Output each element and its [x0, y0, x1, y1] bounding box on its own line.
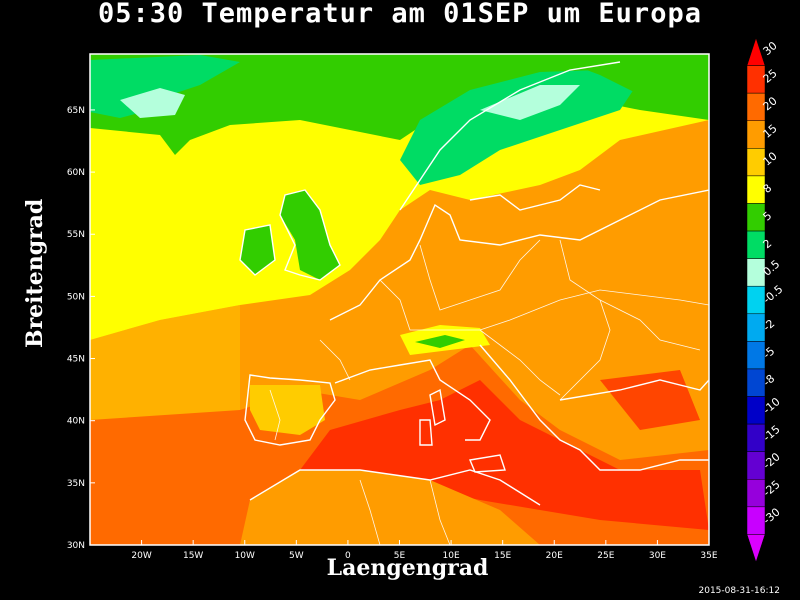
colorbar-segment — [746, 368, 766, 397]
x-tick-label: 35E — [700, 551, 717, 561]
ireland-cool — [240, 225, 275, 275]
map-area — [90, 54, 709, 545]
colorbar-segment — [746, 423, 766, 452]
x-axis-label: Laengengrad — [326, 555, 489, 581]
timestamp: 2015-08-31-16:12 — [698, 586, 781, 596]
hot-spot-east — [600, 370, 700, 430]
x-tick-label: 15W — [183, 551, 203, 561]
colorbar-label: 30 — [761, 39, 780, 58]
colorbar-segment — [746, 230, 766, 259]
colorbar-segment — [746, 534, 766, 563]
axis-ticks: 20W 15W 10W 5W 0 5E 10E 15E 20E 25E 30E 35E 30N 35N 40… — [67, 106, 718, 561]
x-tick-label: 25E — [597, 551, 614, 561]
y-tick-label: 55N — [67, 230, 85, 240]
colorbar-segment — [746, 285, 766, 315]
colorbar-segment — [746, 148, 766, 177]
colorbar-segment — [746, 396, 766, 425]
map-title: 05:30 Temperatur am 01SEP um Europa — [98, 0, 702, 29]
y-tick-label: 50N — [67, 292, 85, 302]
colorbar-segment — [746, 175, 766, 204]
colorbar-segment — [746, 65, 766, 94]
y-tick-label: 40N — [67, 417, 85, 427]
cold-zone-ice — [120, 88, 185, 118]
colorbar-segment — [746, 92, 766, 121]
britain-cool — [280, 190, 340, 280]
alps-green — [415, 335, 465, 348]
colorbar-segment — [746, 37, 766, 66]
x-tick-label: 15E — [494, 551, 511, 561]
iberia-mild — [250, 385, 325, 435]
borders — [269, 239, 709, 545]
scandinavia-cold — [400, 70, 640, 185]
y-tick-label: 60N — [67, 168, 85, 178]
colorbar-segment — [746, 203, 766, 232]
colorbar-segment — [746, 479, 766, 508]
x-tick-label: 20E — [546, 551, 563, 561]
x-tick-label: 0 — [345, 551, 351, 561]
x-tick-label: 20W — [131, 551, 151, 561]
y-tick-label: 35N — [67, 479, 85, 489]
mediterranean-sea — [300, 380, 709, 530]
colorbar-segment — [746, 313, 766, 342]
x-tick-label: 30E — [649, 551, 666, 561]
scandinavia-ice — [480, 85, 580, 120]
colorbar-segment — [746, 120, 766, 149]
x-tick-label: 10W — [235, 551, 255, 561]
colorbar-segment — [746, 341, 766, 370]
north-africa-warm — [240, 470, 540, 545]
y-axis-label: Breitengrad — [22, 198, 48, 348]
coastlines — [239, 61, 709, 506]
y-tick-label: 65N — [67, 106, 85, 116]
y-tick-label: 30N — [67, 541, 85, 551]
colorbar-segment — [746, 258, 766, 287]
x-tick-label: 5E — [394, 551, 406, 561]
colorbar: 30252015108520.5-0.5-2-5-8-10-15-20-25-3… — [746, 37, 785, 563]
x-tick-label: 5W — [289, 551, 304, 561]
colorbar-segment — [746, 506, 766, 535]
x-tick-label: 10E — [443, 551, 460, 561]
y-tick-label: 45N — [67, 355, 85, 365]
colorbar-segment — [746, 451, 766, 480]
